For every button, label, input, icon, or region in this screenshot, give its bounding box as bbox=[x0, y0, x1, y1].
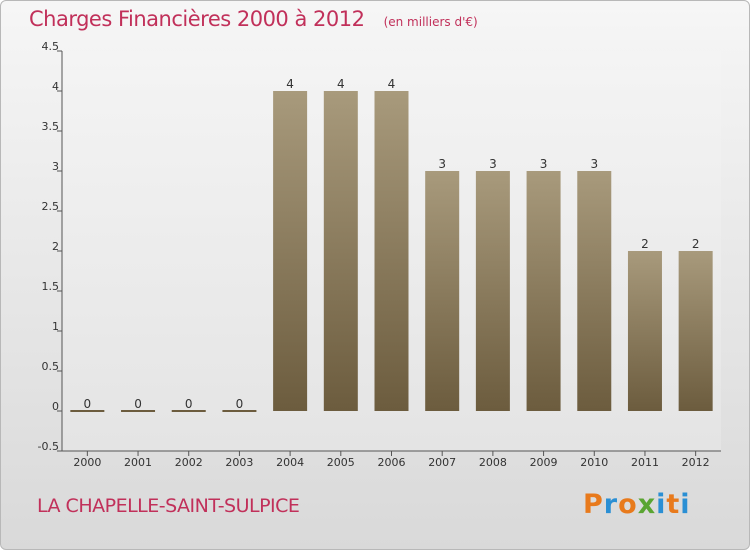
data-label: 0 bbox=[236, 397, 244, 411]
logo-letter: P bbox=[583, 489, 604, 520]
x-tick-label: 2003 bbox=[225, 456, 253, 469]
bar bbox=[323, 91, 358, 411]
commune-name: LA CHAPELLE-SAINT-SULPICE bbox=[37, 495, 300, 517]
bar bbox=[627, 251, 662, 411]
logo-letter: o bbox=[618, 489, 638, 520]
bar bbox=[678, 251, 713, 411]
x-tick-label: 2010 bbox=[580, 456, 608, 469]
data-label: 3 bbox=[438, 157, 446, 171]
data-label: 3 bbox=[489, 157, 497, 171]
bar bbox=[475, 171, 510, 411]
x-tick-label: 2009 bbox=[530, 456, 558, 469]
y-tick-label: 0 bbox=[52, 400, 59, 413]
chart-title-block: Charges Financières 2000 à 2012 (en mill… bbox=[29, 7, 478, 31]
bar bbox=[374, 91, 409, 411]
data-label: 0 bbox=[185, 397, 193, 411]
y-tick-label: 0.5 bbox=[42, 360, 60, 373]
data-label: 4 bbox=[337, 77, 345, 91]
x-tick-label: 2011 bbox=[631, 456, 659, 469]
logo-letter: i bbox=[680, 489, 691, 520]
logo-letter: i bbox=[656, 489, 667, 520]
chart-title: Charges Financières 2000 à 2012 bbox=[29, 7, 365, 31]
logo-letter: x bbox=[637, 489, 657, 520]
data-label: 2 bbox=[692, 237, 700, 251]
x-tick-label: 2000 bbox=[73, 456, 101, 469]
data-label: 3 bbox=[540, 157, 548, 171]
y-tick-label: 2 bbox=[52, 240, 59, 253]
y-tick-label: 3 bbox=[52, 160, 59, 173]
x-tick-label: 2004 bbox=[276, 456, 304, 469]
y-tick-label: 4.5 bbox=[42, 40, 60, 53]
bar bbox=[577, 171, 612, 411]
proxiti-logo[interactable]: Proxiti bbox=[583, 489, 691, 520]
data-label: 2 bbox=[641, 237, 649, 251]
y-tick-label: 4 bbox=[52, 80, 59, 93]
x-tick-label: 2005 bbox=[327, 456, 355, 469]
x-tick-label: 2007 bbox=[428, 456, 456, 469]
data-label: 0 bbox=[134, 397, 142, 411]
bar bbox=[273, 91, 308, 411]
y-tick-label: -0.5 bbox=[38, 440, 59, 453]
y-tick-label: 2.5 bbox=[42, 200, 60, 213]
bar bbox=[425, 171, 460, 411]
x-tick-label: 2012 bbox=[682, 456, 710, 469]
x-tick-label: 2008 bbox=[479, 456, 507, 469]
y-tick-label: 1 bbox=[52, 320, 59, 333]
bar bbox=[526, 171, 561, 411]
chart-subtitle: (en milliers d'€) bbox=[383, 15, 478, 29]
y-tick-label: 1.5 bbox=[42, 280, 60, 293]
x-tick-label: 2002 bbox=[175, 456, 203, 469]
x-tick-label: 2006 bbox=[378, 456, 406, 469]
data-label: 4 bbox=[286, 77, 294, 91]
logo-letter: r bbox=[603, 489, 619, 520]
y-tick-label: 3.5 bbox=[42, 120, 60, 133]
data-label: 3 bbox=[590, 157, 598, 171]
data-label: 0 bbox=[84, 397, 92, 411]
logo-letter: t bbox=[666, 489, 681, 520]
data-label: 4 bbox=[388, 77, 396, 91]
x-tick-label: 2001 bbox=[124, 456, 152, 469]
